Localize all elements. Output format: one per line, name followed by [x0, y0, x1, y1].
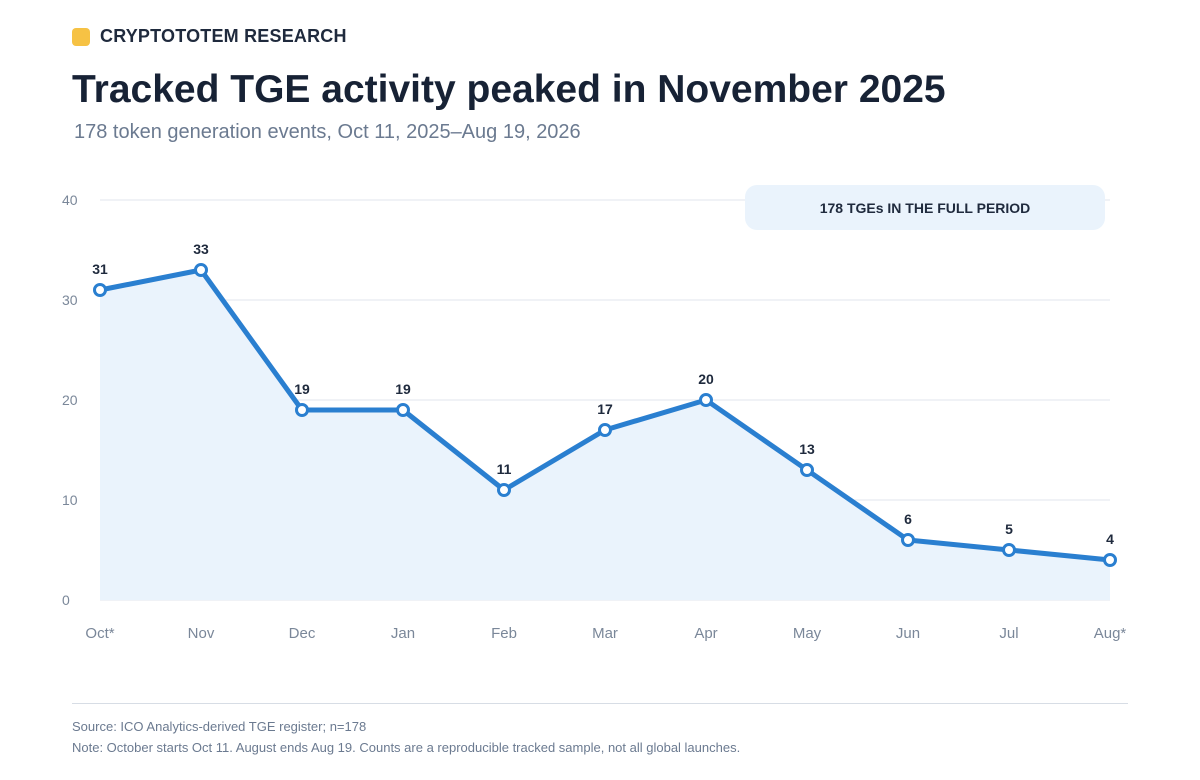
data-point — [396, 403, 410, 417]
x-tick-label: May — [793, 625, 822, 642]
brand-name: CRYPTOTOTEM RESEARCH — [100, 26, 347, 46]
data-point — [1002, 543, 1016, 557]
data-point — [699, 393, 713, 407]
x-tick-label: Apr — [694, 625, 717, 642]
x-tick-label: Aug* — [1094, 625, 1127, 642]
callout-box — [745, 185, 1105, 230]
x-tick-label: Oct* — [85, 625, 114, 642]
y-tick-label: 40 — [62, 192, 78, 208]
data-label: 31 — [92, 261, 108, 277]
x-tick-label: Nov — [188, 625, 215, 642]
data-label: 13 — [799, 441, 815, 457]
x-tick-label: Dec — [289, 625, 316, 642]
footer-source: Source: ICO Analytics-derived TGE regist… — [72, 719, 367, 734]
x-tick-label: Jan — [391, 625, 415, 642]
callout-text: 178 TGEs IN THE FULL PERIOD — [820, 200, 1031, 216]
x-tick-label: Feb — [491, 625, 517, 642]
footer-divider — [72, 703, 1128, 704]
y-tick-label: 0 — [62, 592, 70, 608]
data-point — [901, 533, 915, 547]
data-label: 20 — [698, 371, 714, 387]
y-tick-label: 10 — [62, 492, 78, 508]
data-label: 5 — [1005, 521, 1013, 537]
data-label: 19 — [294, 381, 310, 397]
data-label: 6 — [904, 511, 912, 527]
data-point — [194, 263, 208, 277]
data-point — [295, 403, 309, 417]
data-label: 11 — [497, 461, 512, 477]
x-tick-label: Jul — [999, 625, 1018, 642]
x-tick-label: Mar — [592, 625, 618, 642]
data-point — [93, 283, 107, 297]
data-label: 19 — [395, 381, 411, 397]
data-label: 17 — [597, 401, 613, 417]
chart-subtitle: 178 token generation events, Oct 11, 202… — [74, 121, 581, 143]
data-point — [1103, 553, 1117, 567]
y-tick-label: 30 — [62, 292, 78, 308]
line-chart: 0 10 20 30 40 178 TGEs IN THE FULL PERIOD 31 33… — [62, 185, 1127, 642]
x-tick-label: Jun — [896, 625, 920, 642]
data-point — [598, 423, 612, 437]
data-label: 33 — [193, 241, 209, 257]
data-point — [497, 483, 511, 497]
data-point — [800, 463, 814, 477]
footer-note: Note: October starts Oct 11. August ends… — [72, 740, 741, 755]
data-label: 4 — [1106, 531, 1114, 547]
brand: CRYPTOTOTEM RESEARCH — [72, 26, 347, 47]
chart-title: Tracked TGE activity peaked in November … — [72, 68, 946, 111]
brand-logo-icon — [72, 27, 90, 46]
y-tick-label: 20 — [62, 392, 78, 408]
